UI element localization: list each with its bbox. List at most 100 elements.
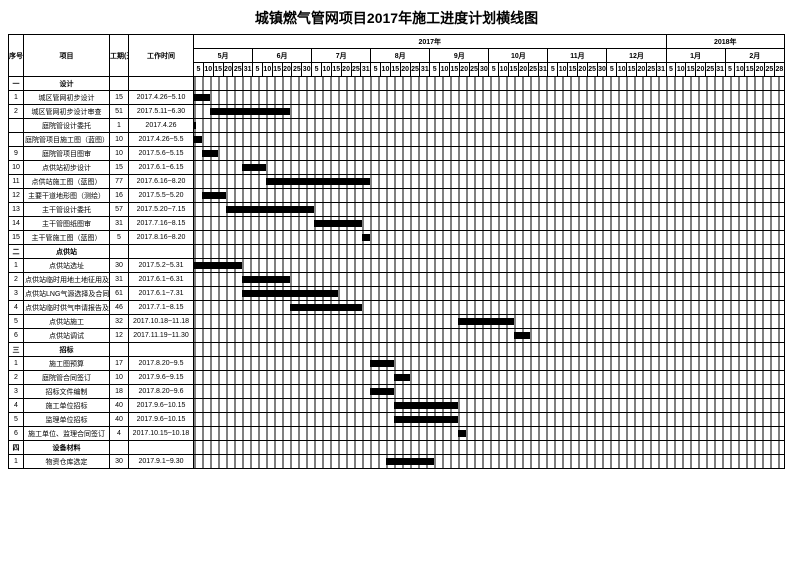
year-header: 2018年	[666, 35, 785, 49]
row-seq: 1	[9, 91, 24, 105]
row-time: 2017.9.1~9.30	[129, 455, 194, 469]
gantt-bar	[242, 290, 338, 297]
row-time: 2017.8.16~8.20	[129, 231, 194, 245]
row-dur: 10	[110, 133, 129, 147]
row-seq: 2	[9, 371, 24, 385]
row-bar-area	[194, 427, 785, 441]
gantt-bar	[458, 318, 514, 325]
row-item: 城区管网初步设计	[24, 91, 110, 105]
gantt-bar	[386, 458, 434, 465]
row-dur	[110, 245, 129, 259]
gantt-bar	[290, 304, 362, 311]
row-seq: 2	[9, 273, 24, 287]
table-row: 2城区管网初步设计审查512017.5.11~6.30	[9, 105, 785, 119]
row-seq: 13	[9, 203, 24, 217]
month-header: 9月	[430, 49, 489, 63]
row-dur: 17	[110, 357, 129, 371]
row-seq: 四	[9, 441, 24, 455]
day-header: 31	[420, 63, 430, 77]
row-item: 主干管设计委托	[24, 203, 110, 217]
row-time: 2017.5.6~5.15	[129, 147, 194, 161]
day-header: 10	[558, 63, 568, 77]
row-seq: 10	[9, 161, 24, 175]
table-row: 1物资仓库选定302017.9.1~9.30	[9, 455, 785, 469]
row-time	[129, 77, 194, 91]
table-row: 15主干管施工图（蓝图）52017.8.16~8.20	[9, 231, 785, 245]
row-bar-area	[194, 133, 785, 147]
day-header: 25	[292, 63, 302, 77]
day-header: 30	[479, 63, 489, 77]
day-header: 5	[548, 63, 558, 77]
day-header: 25	[646, 63, 656, 77]
row-item: 招标文件编制	[24, 385, 110, 399]
day-header: 20	[341, 63, 351, 77]
gantt-bar	[202, 192, 226, 199]
gantt-bar	[242, 276, 290, 283]
table-row: 3招标文件编制182017.8.20~9.6	[9, 385, 785, 399]
row-seq: 三	[9, 343, 24, 357]
row-time: 2017.8.20~9.6	[129, 385, 194, 399]
day-header: 31	[656, 63, 666, 77]
gantt-bar	[194, 262, 242, 269]
row-bar-area	[194, 399, 785, 413]
row-time: 2017.6.16~8.20	[129, 175, 194, 189]
row-time	[129, 245, 194, 259]
chart-title: 城镇燃气管网项目2017年施工进度计划横线图	[8, 8, 785, 28]
row-bar-area	[194, 329, 785, 343]
day-header: 15	[213, 63, 223, 77]
row-dur: 1	[110, 119, 129, 133]
row-time: 2017.5.5~5.20	[129, 189, 194, 203]
table-row: 12主要干道地形图（测绘）162017.5.5~5.20	[9, 189, 785, 203]
row-dur: 10	[110, 371, 129, 385]
row-seq: 一	[9, 77, 24, 91]
table-head: 序号项目工期(天)工作时间2017年2018年5月6月7月8月9月10月11月1…	[9, 35, 785, 77]
table-row: 1施工图预算172017.8.20~9.5	[9, 357, 785, 371]
row-dur: 32	[110, 315, 129, 329]
gantt-table: 序号项目工期(天)工作时间2017年2018年5月6月7月8月9月10月11月1…	[8, 34, 785, 469]
month-header: 10月	[489, 49, 548, 63]
day-header: 5	[666, 63, 676, 77]
day-header: 15	[272, 63, 282, 77]
row-dur: 40	[110, 399, 129, 413]
gantt-bar	[370, 388, 394, 395]
row-bar-area	[194, 217, 785, 231]
row-seq: 15	[9, 231, 24, 245]
row-item: 施工单位招标	[24, 399, 110, 413]
table-row: 14主干管图纸图审312017.7.16~8.15	[9, 217, 785, 231]
table-row: 一设计	[9, 77, 785, 91]
row-bar-area	[194, 203, 785, 217]
row-seq: 5	[9, 413, 24, 427]
day-header: 5	[607, 63, 617, 77]
table-row: 二点供站	[9, 245, 785, 259]
day-header: 30	[302, 63, 312, 77]
day-header: 10	[440, 63, 450, 77]
row-dur: 77	[110, 175, 129, 189]
row-item: 庭院管合同签订	[24, 371, 110, 385]
row-item: 监理单位招标	[24, 413, 110, 427]
row-bar-area	[194, 77, 785, 91]
day-header: 10	[381, 63, 391, 77]
gantt-bar	[194, 122, 196, 129]
row-dur: 12	[110, 329, 129, 343]
row-item: 点供站临时用地土地征用及合同签订	[24, 273, 110, 287]
table-row: 10点供站初步设计152017.6.1~6.15	[9, 161, 785, 175]
day-header: 10	[617, 63, 627, 77]
table-row: 5监理单位招标402017.9.6~10.15	[9, 413, 785, 427]
day-header: 10	[499, 63, 509, 77]
row-dur: 30	[110, 455, 129, 469]
row-seq: 1	[9, 357, 24, 371]
day-header: 15	[568, 63, 578, 77]
row-bar-area	[194, 441, 785, 455]
row-item: 点供站选址	[24, 259, 110, 273]
row-item: 招标	[24, 343, 110, 357]
row-dur: 31	[110, 273, 129, 287]
gantt-bar	[394, 374, 410, 381]
row-item: 设计	[24, 77, 110, 91]
gantt-bar	[194, 94, 210, 101]
row-dur: 31	[110, 217, 129, 231]
table-row: 庭院管项目施工图（蓝图）102017.4.26~5.5	[9, 133, 785, 147]
row-dur	[110, 441, 129, 455]
day-header: 20	[459, 63, 469, 77]
row-time: 2017.7.16~8.15	[129, 217, 194, 231]
table-row: 1点供站选址302017.5.2~5.31	[9, 259, 785, 273]
